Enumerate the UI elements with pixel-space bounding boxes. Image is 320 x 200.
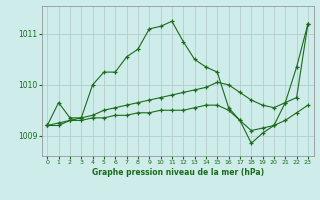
X-axis label: Graphe pression niveau de la mer (hPa): Graphe pression niveau de la mer (hPa) xyxy=(92,168,264,177)
